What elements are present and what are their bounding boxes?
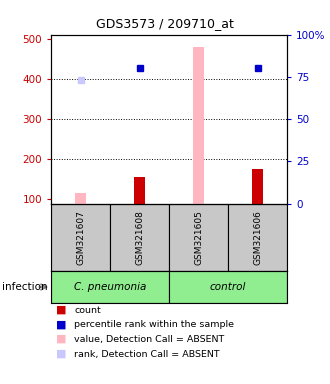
Bar — [51, 271, 169, 303]
Text: ■: ■ — [56, 319, 67, 329]
Text: value, Detection Call = ABSENT: value, Detection Call = ABSENT — [74, 335, 224, 344]
Bar — [169, 271, 287, 303]
Bar — [110, 204, 169, 271]
Bar — [134, 177, 145, 204]
Bar — [252, 169, 263, 204]
Text: percentile rank within the sample: percentile rank within the sample — [74, 321, 234, 329]
Text: GSM321607: GSM321607 — [76, 210, 85, 265]
Text: control: control — [210, 282, 246, 292]
Bar — [75, 194, 86, 204]
Bar — [169, 204, 228, 271]
Bar — [51, 204, 110, 271]
Text: rank, Detection Call = ABSENT: rank, Detection Call = ABSENT — [74, 350, 220, 359]
Text: ■: ■ — [56, 334, 67, 344]
Text: GDS3573 / 209710_at: GDS3573 / 209710_at — [96, 17, 234, 30]
Text: GSM321608: GSM321608 — [135, 210, 144, 265]
Text: GSM321605: GSM321605 — [194, 210, 203, 265]
Text: GSM321606: GSM321606 — [253, 210, 262, 265]
Bar — [193, 46, 204, 204]
Text: infection: infection — [2, 282, 47, 292]
Text: C. pneumonia: C. pneumonia — [74, 282, 146, 292]
Text: count: count — [74, 306, 101, 315]
Bar — [228, 204, 287, 271]
Text: ■: ■ — [56, 305, 67, 315]
Text: ■: ■ — [56, 349, 67, 359]
